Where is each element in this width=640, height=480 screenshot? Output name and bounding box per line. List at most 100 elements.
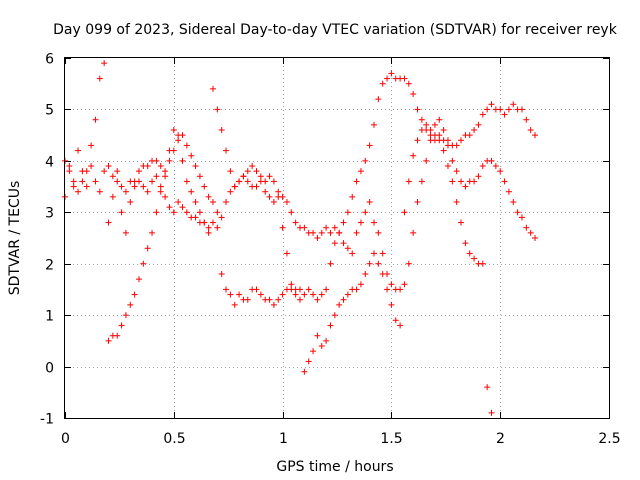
data-point bbox=[275, 296, 282, 303]
data-point bbox=[162, 173, 169, 180]
data-point bbox=[301, 291, 308, 298]
data-point bbox=[458, 178, 465, 185]
data-point bbox=[327, 322, 334, 329]
data-point bbox=[401, 209, 408, 216]
data-point bbox=[532, 132, 539, 139]
data-point bbox=[436, 116, 443, 123]
data-point bbox=[144, 245, 151, 252]
data-point bbox=[149, 178, 156, 185]
data-point bbox=[418, 127, 425, 133]
data-point bbox=[418, 178, 425, 185]
data-point bbox=[479, 111, 486, 118]
y-tick-label: -1 bbox=[40, 412, 54, 428]
data-point bbox=[270, 178, 277, 185]
data-point bbox=[370, 250, 377, 257]
data-point bbox=[253, 286, 260, 293]
data-point bbox=[223, 199, 230, 205]
data-point bbox=[410, 152, 417, 159]
data-point bbox=[283, 250, 290, 257]
data-point bbox=[183, 142, 190, 149]
data-point bbox=[88, 163, 95, 169]
data-point bbox=[449, 157, 456, 164]
data-point bbox=[510, 101, 517, 108]
data-point bbox=[523, 224, 530, 231]
data-point bbox=[388, 70, 395, 77]
data-point bbox=[96, 188, 103, 195]
data-point bbox=[305, 286, 312, 293]
data-point bbox=[366, 199, 373, 205]
data-point bbox=[327, 260, 334, 267]
data-point bbox=[318, 291, 325, 298]
data-point bbox=[236, 291, 243, 298]
data-point bbox=[288, 286, 295, 293]
data-point bbox=[331, 240, 338, 247]
data-point bbox=[340, 296, 347, 303]
data-point bbox=[401, 75, 408, 82]
data-point bbox=[344, 291, 351, 298]
data-point bbox=[410, 91, 417, 97]
data-point bbox=[205, 193, 212, 200]
data-point bbox=[266, 296, 273, 303]
data-point bbox=[214, 209, 221, 216]
data-point bbox=[418, 116, 425, 123]
data-point bbox=[427, 127, 434, 133]
data-point bbox=[475, 173, 482, 180]
data-point bbox=[244, 168, 251, 175]
data-point bbox=[344, 245, 351, 252]
data-point bbox=[444, 163, 451, 169]
x-tick-label: 2 bbox=[496, 431, 505, 447]
data-point bbox=[532, 235, 539, 241]
data-point bbox=[201, 219, 208, 226]
data-point bbox=[196, 209, 203, 216]
data-point bbox=[444, 137, 451, 144]
chart-title: Day 099 of 2023, Sidereal Day-to-day VTE… bbox=[53, 22, 618, 38]
data-point bbox=[279, 291, 286, 298]
data-point bbox=[153, 209, 160, 216]
data-point bbox=[223, 147, 230, 154]
data-point bbox=[375, 96, 382, 103]
data-point bbox=[423, 121, 430, 128]
data-point bbox=[122, 312, 129, 319]
data-point bbox=[114, 168, 121, 175]
data-point bbox=[488, 157, 495, 164]
data-point bbox=[370, 121, 377, 128]
data-point bbox=[518, 106, 525, 113]
data-point bbox=[162, 193, 169, 200]
data-point bbox=[170, 209, 177, 216]
data-point bbox=[488, 101, 495, 108]
data-point bbox=[505, 106, 512, 113]
data-point bbox=[105, 337, 112, 344]
data-point bbox=[209, 199, 216, 205]
data-point bbox=[458, 137, 465, 144]
data-point bbox=[227, 291, 234, 298]
data-point bbox=[131, 291, 138, 298]
data-point bbox=[505, 188, 512, 195]
data-point bbox=[414, 199, 421, 205]
data-point bbox=[218, 214, 225, 221]
data-point bbox=[349, 250, 356, 257]
data-point bbox=[344, 209, 351, 216]
plot-frame bbox=[64, 57, 610, 419]
x-tick-marks: 0 0.5 1 1.5 2 2.5 bbox=[61, 58, 621, 447]
x-axis-label: GPS time / hours bbox=[276, 459, 393, 475]
data-point bbox=[96, 75, 103, 82]
data-point bbox=[257, 173, 264, 180]
data-points bbox=[62, 60, 539, 416]
data-point bbox=[401, 281, 408, 288]
data-point bbox=[249, 163, 256, 169]
data-point bbox=[83, 168, 90, 175]
data-point bbox=[510, 199, 517, 205]
data-point bbox=[453, 168, 460, 175]
data-point bbox=[270, 301, 277, 308]
data-point bbox=[449, 178, 456, 185]
data-point bbox=[88, 142, 95, 149]
data-point bbox=[301, 224, 308, 231]
data-point bbox=[227, 168, 234, 175]
data-point bbox=[292, 291, 299, 298]
data-point bbox=[92, 116, 99, 123]
data-point bbox=[405, 260, 412, 267]
data-point bbox=[288, 209, 295, 216]
data-point bbox=[118, 322, 125, 329]
data-point bbox=[275, 188, 282, 195]
